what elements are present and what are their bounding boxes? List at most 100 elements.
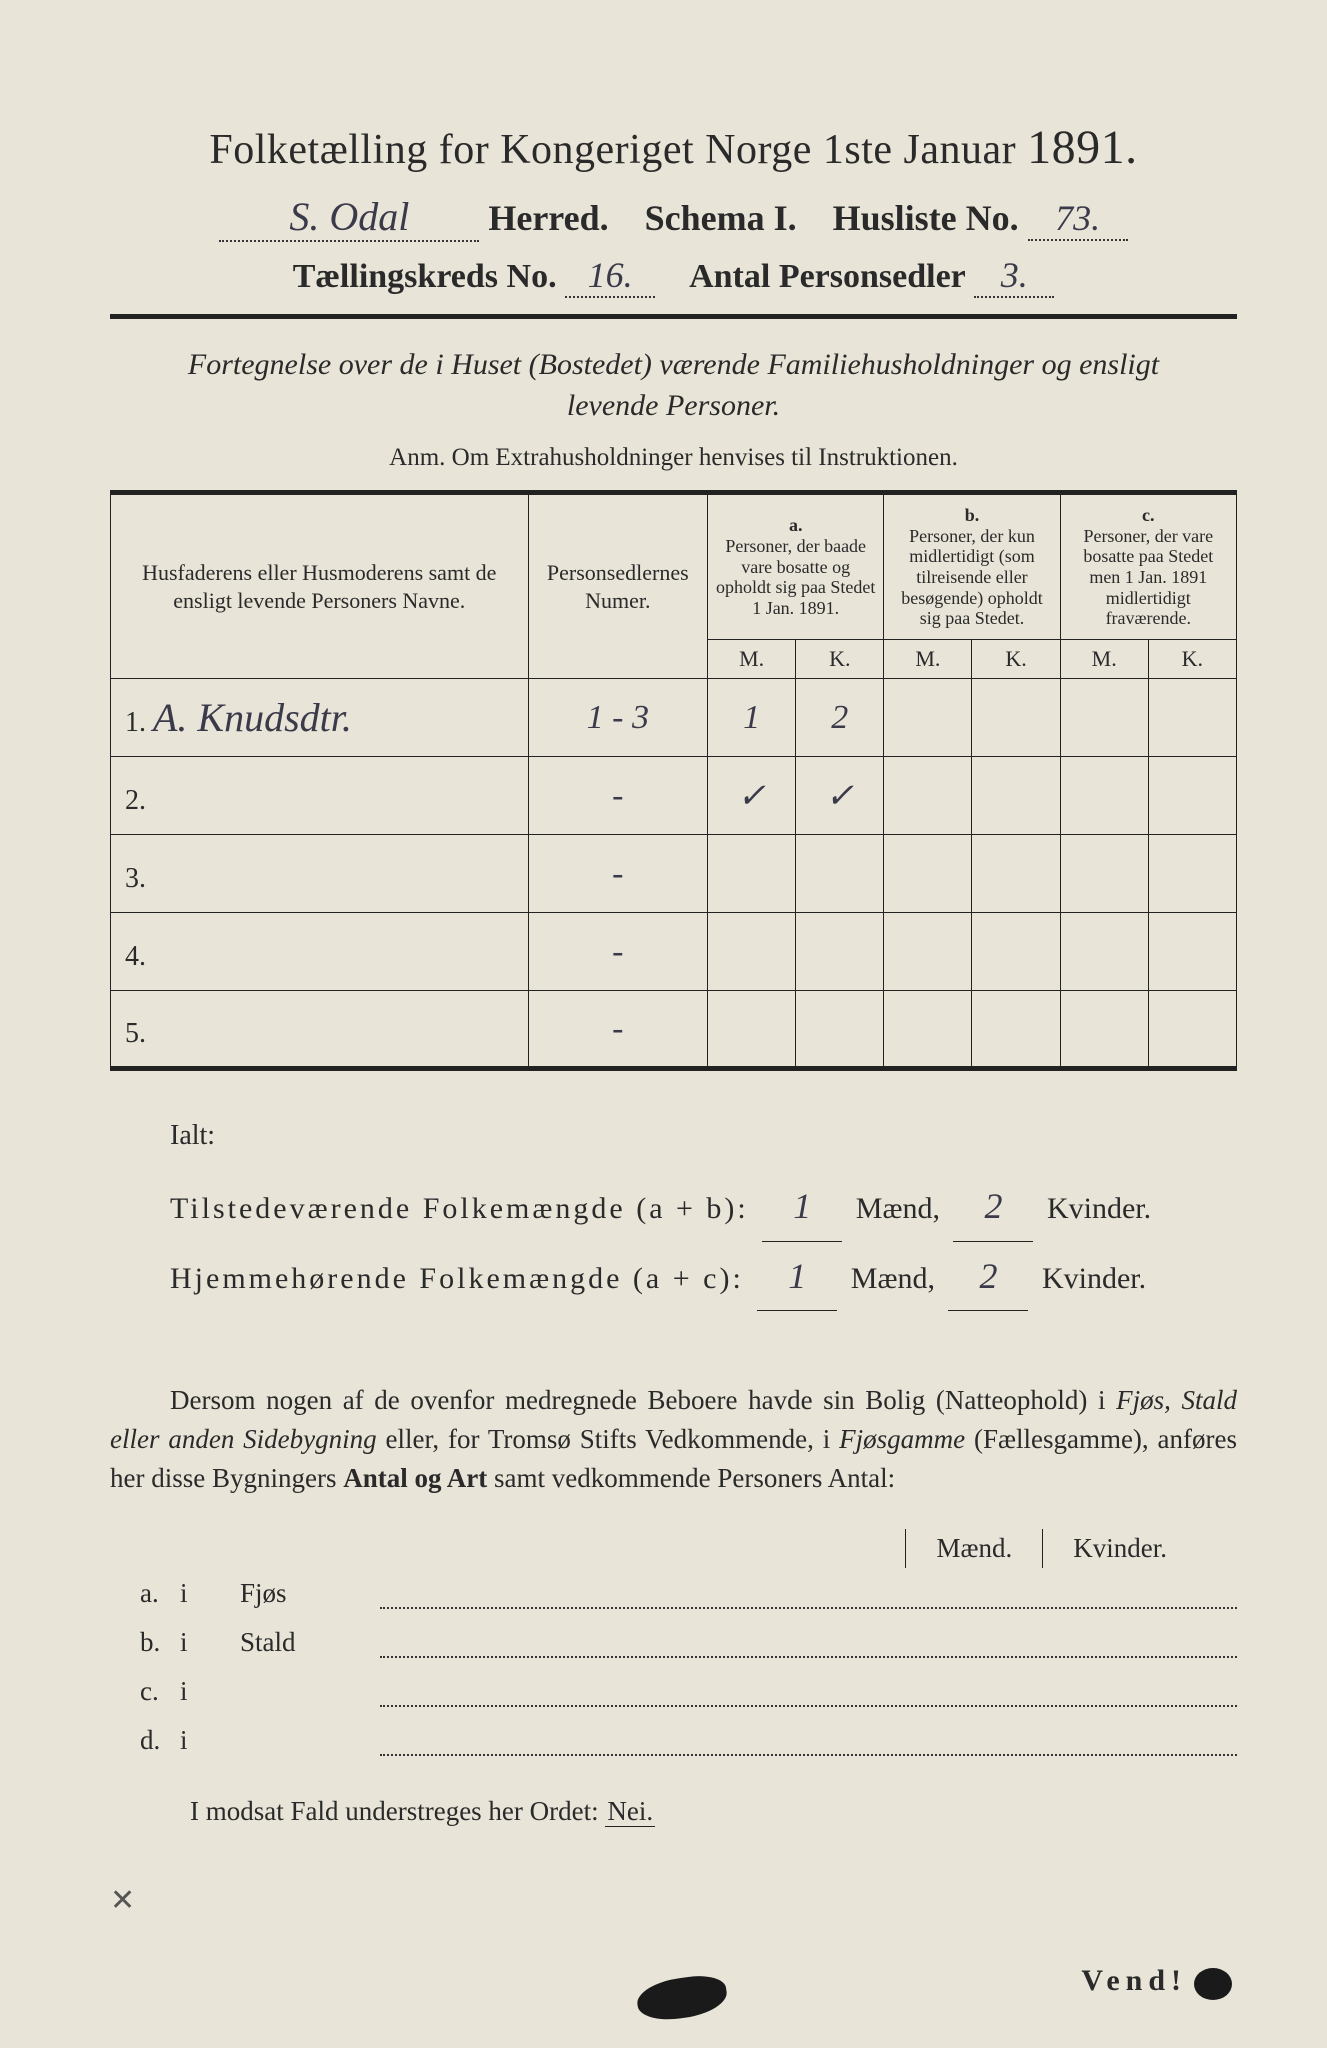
kvinder-label-2: Kvinder. [1042,1262,1146,1295]
dotted-fill [380,1687,1237,1707]
col-a-k: K. [796,640,884,679]
row-aK: ✓ [796,757,884,835]
row-cK [1148,991,1236,1069]
col-header-name: Husfaderens eller Husmoderens samt de en… [111,493,529,679]
side-i: i [180,1578,240,1609]
side-i: i [180,1627,240,1658]
ialt-label: Ialt: [170,1109,1237,1162]
header-line-3: Tællingskreds No. 16. Antal Personsedler… [110,254,1237,298]
side-row: d.i [110,1725,1237,1756]
row-bK [972,913,1060,991]
subtitle-line-2: levende Personer. [110,386,1237,427]
para-2: eller, for Tromsø Stifts Vedkommende, i [377,1424,839,1454]
kreds-value: 16. [565,254,655,298]
totals-line-1: Tilstedeværende Folkemængde (a + b): 1 M… [170,1172,1237,1241]
table-row: 4. - [111,913,1237,991]
header-line-2: S. Odal Herred. Schema I. Husliste No. 7… [110,193,1237,242]
row-bM [884,757,972,835]
modsat-line: I modsat Fald understreges her Ordet: Ne… [110,1796,1237,1827]
modsat-text: I modsat Fald understreges her Ordet: [190,1796,605,1826]
census-title: Folketælling for Kongeriget Norge 1ste J… [110,120,1237,175]
table-row: 5. - [111,991,1237,1069]
col-b-k: K. [972,640,1060,679]
totals-line-2: Hjemmehørende Folkemængde (a + c): 1 Mæn… [170,1242,1237,1311]
row-bM [884,835,972,913]
row-cK [1148,757,1236,835]
row-aM: 1 [708,679,796,757]
instruction-paragraph: Dersom nogen af de ovenfor medregnede Be… [110,1381,1237,1498]
modsat-nei: Nei. [605,1796,655,1827]
col-c-text: Personer, der vare bosatte paa Stedet me… [1083,526,1213,629]
col-b-label: b. [965,505,980,525]
form-subtitle: Fortegnelse over de i Huset (Bostedet) v… [110,345,1237,426]
kreds-label: Tællingskreds No. [293,258,557,295]
side-i: i [180,1676,240,1707]
col-c-label: c. [1142,505,1155,525]
maend-label-2: Mænd, [851,1262,935,1295]
row-aK [796,835,884,913]
tilstede-kvinder: 2 [953,1172,1033,1241]
side-row: c.i [110,1676,1237,1707]
row-aK: 2 [796,679,884,757]
side-letter: b. [110,1627,180,1658]
table-row: 1. A. Knudsdtr.1 - 312 [111,679,1237,757]
side-row: b.iStald [110,1627,1237,1658]
side-letter: c. [110,1676,180,1707]
side-mk-header: Mænd.Kvinder. [110,1529,1237,1568]
col-a-label: a. [789,515,803,535]
husliste-value: 73. [1028,197,1128,241]
row-cM [1060,835,1148,913]
row-cK [1148,913,1236,991]
side-building-name: Fjøs [240,1578,380,1609]
row-num-cell: - [528,757,707,835]
hjemme-maend: 1 [757,1242,837,1311]
dotted-fill [380,1638,1237,1658]
row-name-cell: 3. [111,835,529,913]
row-bM [884,679,972,757]
row-aK [796,991,884,1069]
row-bK [972,757,1060,835]
row-cM [1060,991,1148,1069]
para-1: Dersom nogen af de ovenfor medregnede Be… [170,1385,1116,1415]
totals-block: Ialt: Tilstedeværende Folkemængde (a + b… [170,1109,1237,1311]
row-num-cell: 1 - 3 [528,679,707,757]
col-header-c: c. Personer, der vare bosatte paa Stedet… [1060,493,1236,640]
col-c-m: M. [1060,640,1148,679]
schema-label: Schema I. [645,198,797,238]
maend-label: Mænd, [856,1192,940,1225]
row-cM [1060,913,1148,991]
row-name-cell: 5. [111,991,529,1069]
antal-value: 3. [974,254,1054,298]
row-num-cell: - [528,835,707,913]
divider-rule [110,314,1237,319]
dotted-fill [380,1589,1237,1609]
row-name-cell: 4. [111,913,529,991]
row-cK [1148,835,1236,913]
row-aM [708,991,796,1069]
row-name-value: A. Knudsdtr. [153,695,352,740]
col-a-m: M. [708,640,796,679]
para-4: samt vedkommende Personers Antal: [487,1463,895,1493]
row-num-cell: - [528,991,707,1069]
col-header-b: b. Personer, der kun midlertidigt (som t… [884,493,1060,640]
dotted-fill [380,1736,1237,1756]
annotation-note: Anm. Om Extrahusholdninger henvises til … [110,444,1237,472]
sidebuilding-block: Mænd.Kvinder. a.iFjøsb.iStaldc.id.i [110,1529,1237,1756]
row-name-cell: 1. A. Knudsdtr. [111,679,529,757]
col-c-k: K. [1148,640,1236,679]
row-bK [972,991,1060,1069]
row-bK [972,679,1060,757]
para-b1: Antal og Art [343,1463,487,1493]
side-maend: Mænd. [905,1529,1042,1568]
row-aM [708,913,796,991]
col-b-m: M. [884,640,972,679]
side-building-name: Stald [240,1627,380,1658]
table-row: 2. -✓✓ [111,757,1237,835]
paper-tear-icon: ✕ [110,1883,135,1918]
hjemme-kvinder: 2 [948,1242,1028,1311]
tilstede-label: Tilstedeværende Folkemængde (a + b): [170,1192,749,1225]
ink-blot-icon [635,1972,730,2024]
row-cM [1060,757,1148,835]
husliste-label: Husliste No. [833,198,1019,238]
row-bM [884,913,972,991]
